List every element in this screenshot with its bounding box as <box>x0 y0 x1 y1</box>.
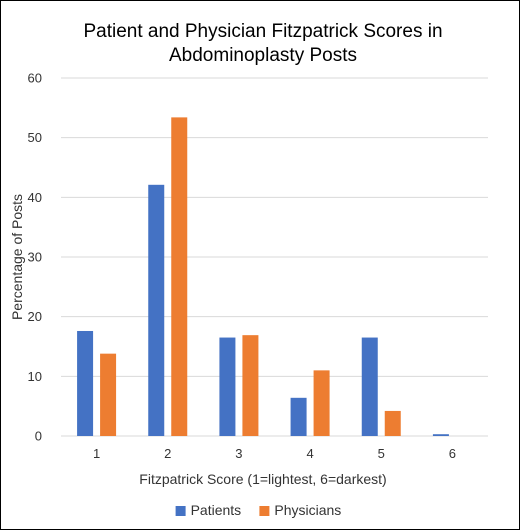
legend-label-physicians: Physicians <box>274 502 341 518</box>
x-tick-label-6: 6 <box>449 446 456 461</box>
bar-patients-1 <box>77 330 94 436</box>
y-tick-label-20: 20 <box>28 309 42 324</box>
legend-swatch-patients <box>175 506 186 516</box>
y-tick-label-10: 10 <box>28 369 42 384</box>
legend-label-patients: Patients <box>191 502 242 518</box>
bar-physicians-5 <box>384 410 401 436</box>
chart-title-line-2: Abdominoplasty Posts <box>169 45 357 66</box>
bar-patients-5 <box>361 337 378 436</box>
bar-physicians-2 <box>171 117 188 436</box>
bars <box>77 117 449 436</box>
x-tick-label-3: 3 <box>235 446 242 461</box>
bar-physicians-3 <box>242 335 259 436</box>
gridlines <box>61 77 488 437</box>
bar-patients-3 <box>219 337 236 436</box>
bar-patients-4 <box>290 397 307 436</box>
legend-swatch-physicians <box>259 506 270 516</box>
legend: Patients Physicians <box>175 502 341 518</box>
y-tick-label-30: 30 <box>28 250 42 265</box>
y-axis-ticks: 0 10 20 30 40 50 60 <box>28 71 42 444</box>
y-tick-label-0: 0 <box>35 429 42 444</box>
y-tick-label-50: 50 <box>28 130 42 145</box>
y-tick-label-60: 60 <box>28 71 42 86</box>
x-tick-label-5: 5 <box>378 446 385 461</box>
bar-physicians-1 <box>100 353 117 436</box>
y-axis-label: Percentage of Posts <box>9 194 25 320</box>
bar-patients-6 <box>432 434 449 436</box>
x-axis-ticks: 1 2 3 4 5 6 <box>93 446 456 461</box>
y-tick-label-40: 40 <box>28 190 42 205</box>
x-axis-label: Fitzpatrick Score (1=lightest, 6=darkest… <box>139 471 386 487</box>
bar-physicians-4 <box>313 370 330 436</box>
bar-patients-2 <box>148 184 165 436</box>
x-tick-label-2: 2 <box>164 446 171 461</box>
chart-title-line-1: Patient and Physician Fitzpatrick Scores… <box>83 21 442 42</box>
x-tick-label-1: 1 <box>93 446 100 461</box>
x-tick-label-4: 4 <box>306 446 313 461</box>
